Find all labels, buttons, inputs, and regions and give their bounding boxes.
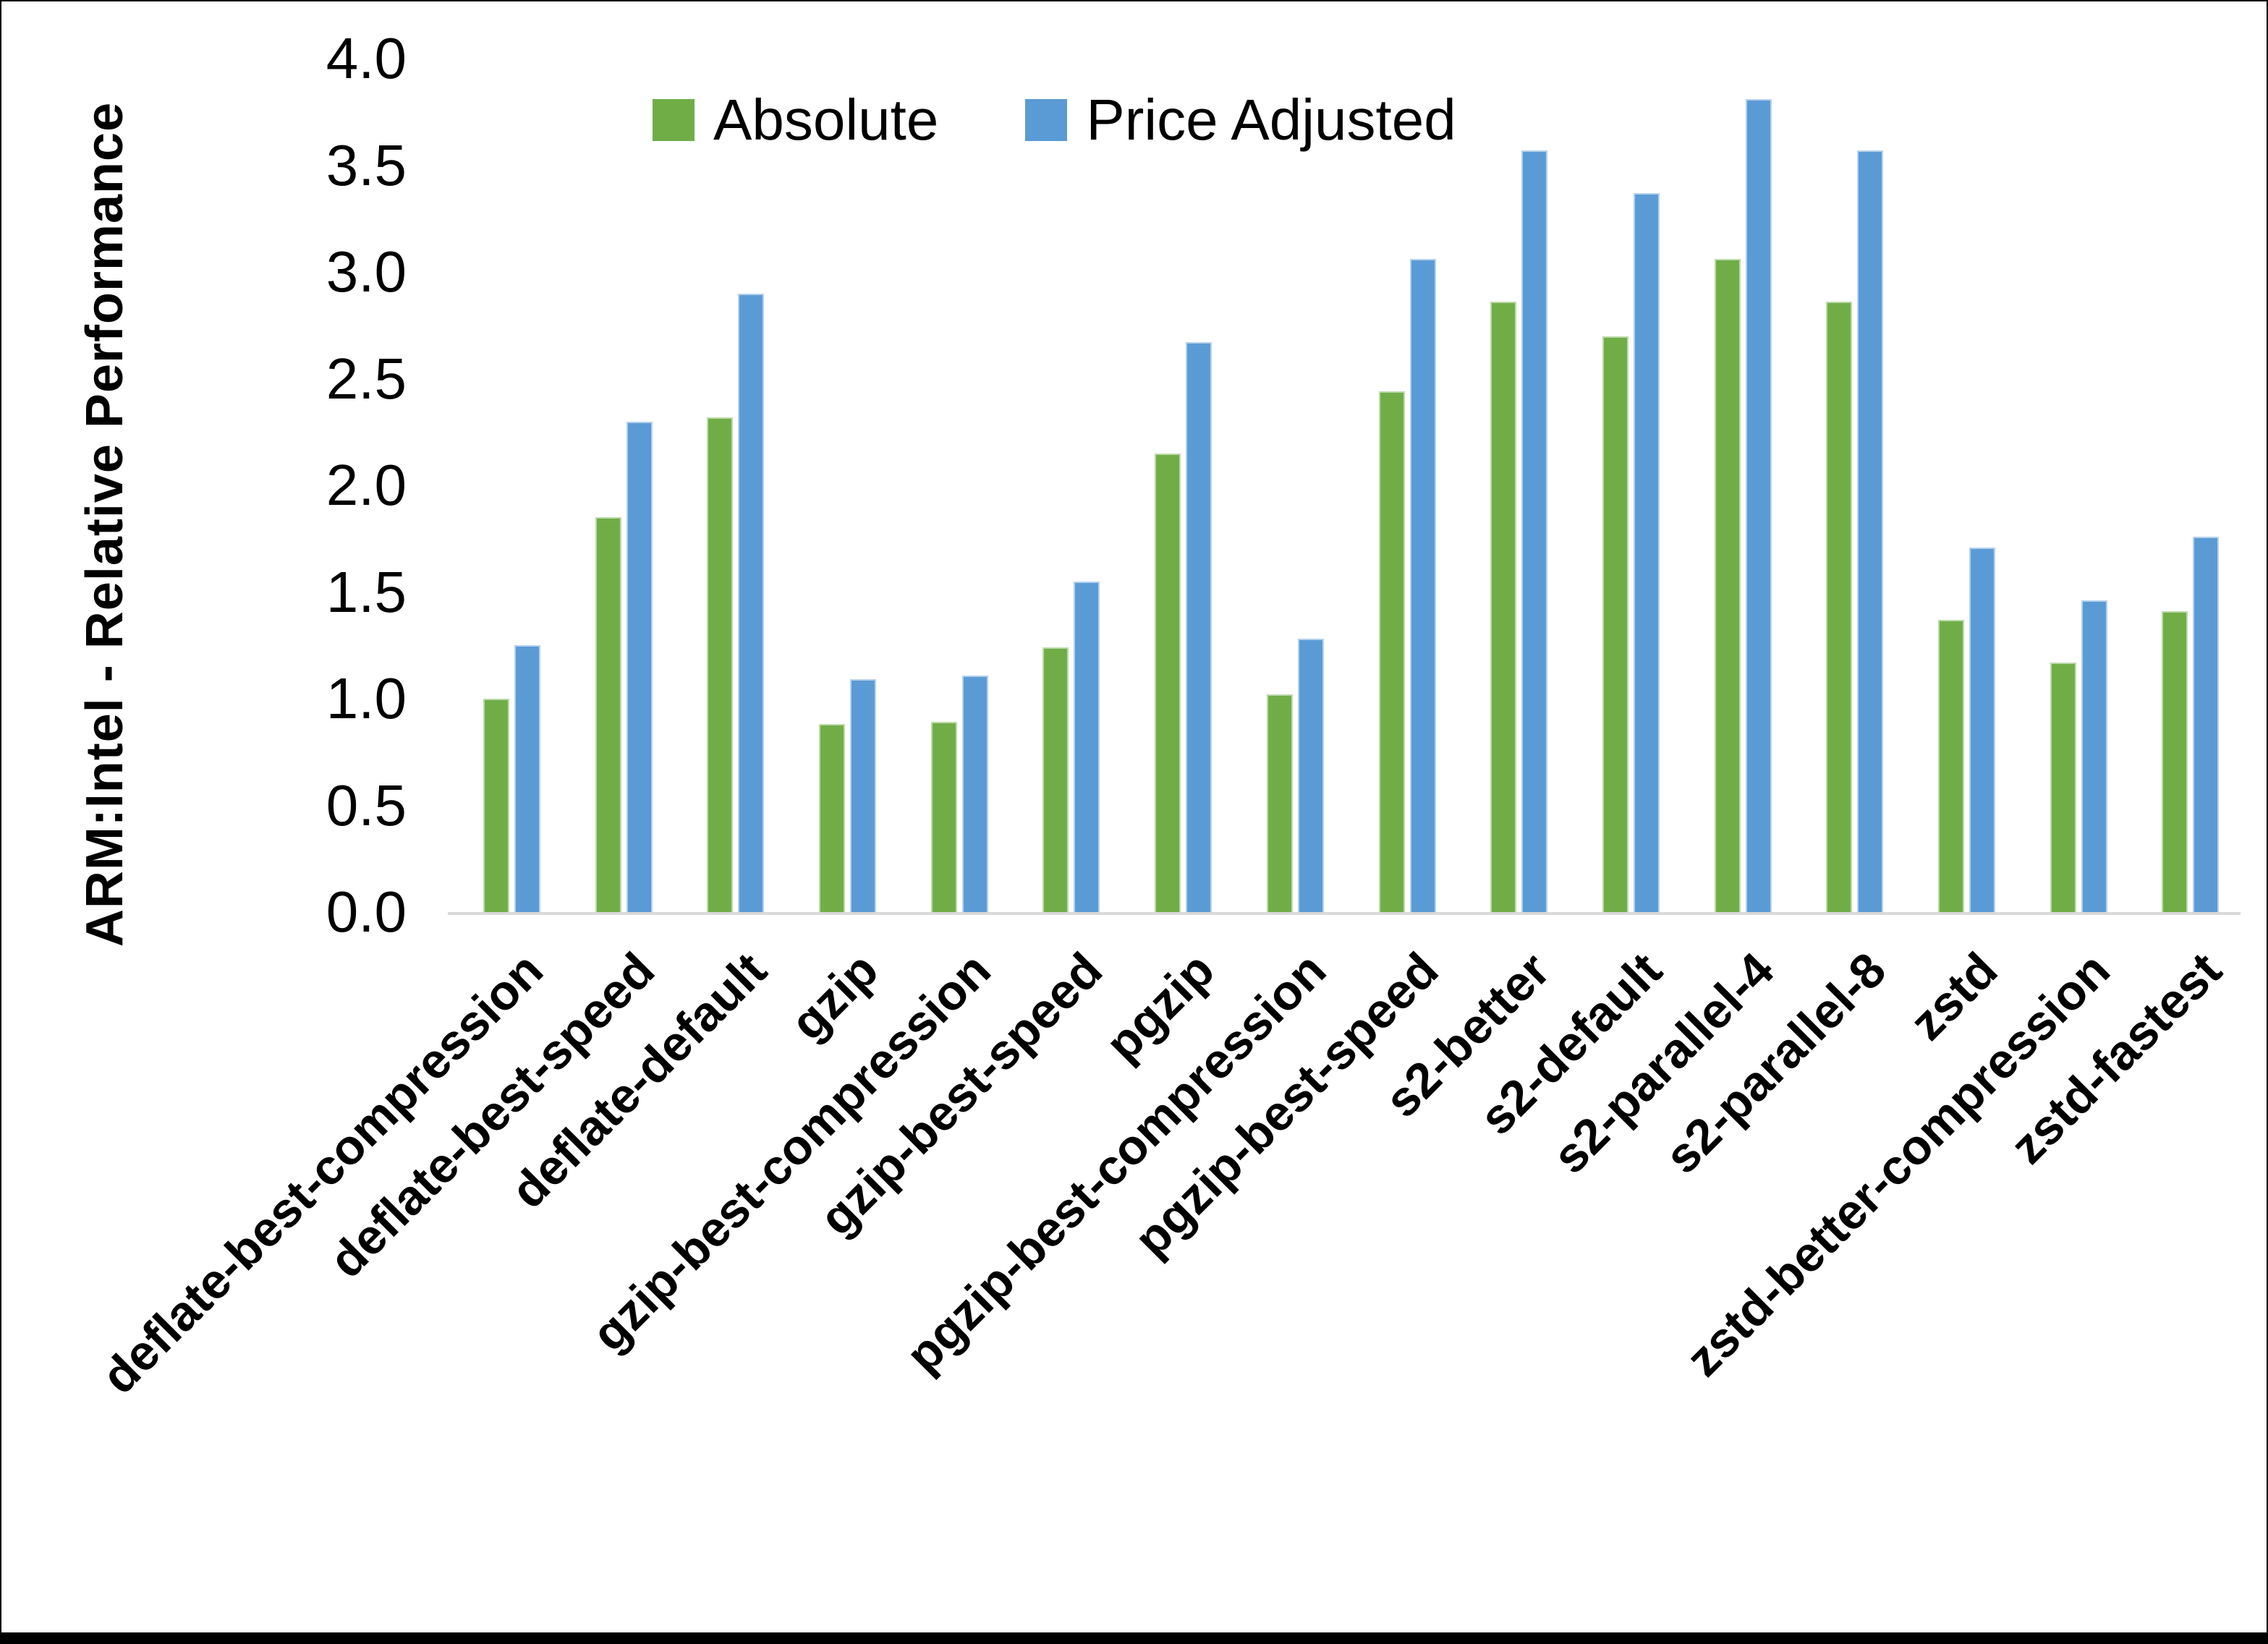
- bar-price-adjusted-s2-default: [1633, 192, 1660, 912]
- bar-price-adjusted-pgzip: [1186, 342, 1212, 912]
- bar-price-adjusted-deflate-best-compression: [514, 645, 540, 912]
- bar-absolute-s2-parallel-8: [1826, 302, 1853, 912]
- y-tick-label: 1.5: [326, 559, 407, 624]
- y-tick-label: 3.0: [326, 239, 407, 304]
- bar-price-adjusted-gzip: [850, 679, 877, 912]
- bar-absolute-pgzip: [1155, 453, 1181, 912]
- bottom-border-bar: [1, 1632, 2267, 1643]
- y-tick-label: 0.0: [326, 880, 407, 944]
- bar-absolute-pgzip-best-speed: [1378, 391, 1405, 912]
- y-tick-label: 4.0: [326, 26, 407, 90]
- legend-swatch-price-adjusted-icon: [1025, 99, 1068, 141]
- bar-price-adjusted-gzip-best-speed: [1074, 581, 1100, 912]
- bar-absolute-deflate-best-compression: [483, 699, 509, 912]
- bar-absolute-gzip: [819, 724, 846, 912]
- bar-price-adjusted-s2-better: [1521, 150, 1548, 912]
- y-axis-title: ARM:Intel - Relative Performance: [76, 101, 134, 947]
- y-tick-label: 2.0: [326, 453, 407, 517]
- legend-swatch-absolute-icon: [653, 99, 695, 141]
- bar-absolute-s2-default: [1602, 336, 1628, 912]
- bar-absolute-deflate-default: [707, 417, 734, 912]
- bar-absolute-zstd: [1937, 619, 1964, 912]
- legend-label-price-adjusted: Price Adjusted: [1086, 88, 1456, 152]
- bar-price-adjusted-pgzip-best-compression: [1297, 639, 1324, 912]
- bar-absolute-deflate-best-speed: [595, 517, 621, 912]
- bar-price-adjusted-s2-parallel-8: [1857, 150, 1884, 912]
- bar-absolute-gzip-best-compression: [930, 722, 957, 912]
- y-tick-label: 3.5: [326, 132, 407, 197]
- bar-absolute-gzip-best-speed: [1042, 647, 1069, 912]
- legend: Absolute Price Adjusted: [653, 87, 1456, 153]
- bar-price-adjusted-zstd-better-compression: [2081, 600, 2107, 912]
- bar-price-adjusted-zstd-fastest: [2193, 536, 2220, 912]
- legend-label-absolute: Absolute: [713, 88, 939, 152]
- y-tick-label: 0.5: [326, 772, 407, 838]
- bar-price-adjusted-deflate-default: [738, 293, 765, 912]
- bar-price-adjusted-pgzip-best-speed: [1409, 259, 1436, 912]
- bar-absolute-pgzip-best-compression: [1266, 694, 1293, 912]
- y-tick-label: 2.5: [326, 346, 407, 411]
- bar-price-adjusted-gzip-best-compression: [961, 675, 988, 912]
- bar-absolute-s2-parallel-4: [1714, 259, 1741, 912]
- bar-price-adjusted-zstd: [1968, 547, 1995, 912]
- bar-absolute-zstd-better-compression: [2050, 662, 2076, 912]
- bar-absolute-s2-better: [1490, 302, 1517, 912]
- y-tick-label: 1.0: [326, 666, 407, 731]
- bar-absolute-zstd-fastest: [2162, 611, 2188, 912]
- x-axis-label-deflate-best-compression: deflate-best-compression: [90, 942, 553, 1405]
- x-axis-line: [448, 912, 2241, 915]
- bar-price-adjusted-deflate-best-speed: [626, 421, 653, 912]
- bar-price-adjusted-s2-parallel-4: [1745, 99, 1772, 912]
